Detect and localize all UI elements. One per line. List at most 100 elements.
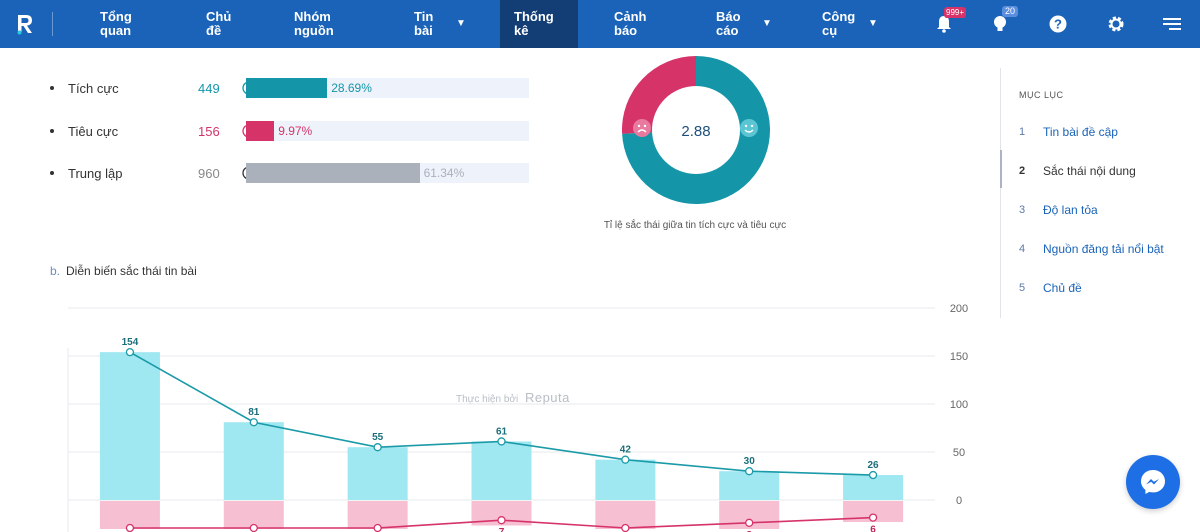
toc-num: 3 (1019, 204, 1026, 216)
toc-label: Tin bài đề cập (1043, 125, 1118, 139)
stat-percent: 28.69% (331, 81, 372, 95)
stat-bar-track: 61.34% (246, 163, 529, 183)
stat-count: 156 (198, 123, 220, 139)
stat-count: 960 (198, 165, 220, 181)
section-title: b. Diễn biến sắc thái tin bài (50, 264, 203, 278)
negative-point (373, 523, 382, 532)
nav-label: Báo cáo (716, 9, 741, 38)
nav-label: Thống kê (514, 9, 554, 38)
nav-label: Tin bài (414, 9, 434, 38)
nav-item-overview[interactable]: Tổng quan (88, 0, 168, 48)
positive-bar (719, 471, 780, 500)
nav-item-tools[interactable]: Công cụ ▼ (812, 0, 892, 48)
toc-item-sentiment[interactable]: 2 Sắc thái nội dung (1019, 164, 1136, 178)
messenger-chat-button[interactable] (1126, 455, 1180, 509)
toc-label: Chủ đề (1043, 281, 1082, 295)
stat-percent: 61.34% (423, 166, 465, 180)
svg-text:?: ? (1054, 17, 1062, 32)
y-tick-label: 150 (950, 351, 968, 363)
watermark-brand: Reputa (524, 390, 570, 405)
stat-bar-fill (246, 121, 275, 141)
stat-bar-track: 28.69% (246, 78, 529, 98)
nav-label: Chủ đề (206, 9, 232, 38)
nav-item-articles[interactable]: Tin bài ▼ (404, 0, 484, 48)
toc-item-reach[interactable]: 3 Độ lan tỏa (1019, 203, 1098, 217)
smile-icon (740, 119, 758, 137)
bullet (50, 86, 54, 90)
negative-point (621, 523, 630, 532)
reputa-logo-icon (17, 15, 32, 35)
nav-label: Tổng quan (100, 9, 132, 38)
toc-item-topics[interactable]: 5 Chủ đề (1019, 281, 1082, 295)
positive-point (745, 467, 754, 476)
toc-heading: MỤC LỤC (1019, 90, 1064, 100)
section-title-text: Diễn biến sắc thái tin bài (66, 264, 197, 278)
positive-data-label: 55 (372, 432, 384, 443)
lightbulb-icon[interactable]: 20 (988, 6, 1019, 36)
nav-item-source-groups[interactable]: Nhóm nguồn (284, 0, 364, 48)
stat-label: Tiêu cực (68, 123, 119, 139)
stat-bar-fill (246, 163, 420, 183)
table-of-contents: MỤC LỤC 1 Tin bài đề cập 2 Sắc thái nội du… (1000, 68, 1200, 318)
nav-label: Cảnh báo (614, 9, 647, 38)
y-tick-label: 100 (950, 399, 968, 411)
menu-icon[interactable] (1160, 12, 1184, 36)
stat-row-negative: Tiêu cực 156 9.97% (50, 120, 529, 142)
stat-percent: 9.97% (278, 124, 313, 138)
logo[interactable] (0, 0, 50, 48)
messenger-icon (1141, 470, 1165, 494)
bullet (50, 129, 54, 133)
frown-icon (633, 119, 651, 137)
help-icon[interactable]: ? (1046, 12, 1070, 36)
negative-data-label: 6 (870, 525, 876, 532)
toc-label: Nguồn đăng tải nổi bật (1043, 242, 1164, 256)
nav-item-reports[interactable]: Báo cáo ▼ (706, 0, 786, 48)
positive-data-label: 26 (868, 460, 880, 471)
top-nav: Tổng quan Chủ đề Nhóm nguồn Tin bài ▼ Thố… (0, 0, 1200, 48)
donut-caption: Tỉ lệ sắc thái giữa tin tích cực và tiêu… (603, 220, 787, 231)
positive-point (125, 348, 135, 357)
positive-data-label: 42 (620, 445, 632, 456)
toc-item-mentions[interactable]: 1 Tin bài đề cập (1019, 125, 1118, 139)
positive-point (497, 437, 506, 446)
watermark-prefix: Thực hiện bởi (456, 394, 519, 405)
bell-icon[interactable]: 999+ (932, 7, 967, 36)
negative-point (125, 523, 135, 532)
chevron-down-icon: ▼ (762, 18, 772, 29)
nav-label: Nhóm nguồn (294, 9, 334, 38)
positive-point (373, 443, 382, 452)
negative-point (249, 523, 258, 532)
sentiment-trend-chart: 200 150 100 50 0 154 81 55 61 42 30 26 7 8 6 (67, 303, 968, 532)
toc-num: 5 (1019, 282, 1026, 294)
toc-active-marker (1000, 150, 1002, 188)
toc-item-top-sources[interactable]: 4 Nguồn đăng tải nổi bật (1019, 242, 1164, 256)
section-prefix: b. (50, 264, 61, 278)
positive-data-label: 154 (122, 337, 139, 348)
toc-num: 4 (1019, 243, 1026, 255)
toc-num: 1 (1019, 126, 1026, 138)
toc-label: Độ lan tỏa (1043, 203, 1098, 217)
y-tick-label: 0 (956, 495, 962, 507)
toc-label: Sắc thái nội dung (1043, 164, 1136, 178)
notification-badge: 999+ (944, 7, 967, 18)
sentiment-donut-chart: 2.88 (622, 56, 770, 205)
nav-item-alerts[interactable]: Cảnh báo (604, 0, 674, 48)
positive-point (868, 470, 878, 480)
gear-icon[interactable] (1104, 12, 1128, 36)
nav-item-statistics[interactable]: Thống kê (500, 0, 578, 48)
negative-point (497, 516, 506, 525)
y-tick-label: 200 (950, 303, 968, 315)
negative-point (868, 513, 878, 522)
donut-center-value: 2.88 (681, 123, 710, 140)
positive-data-label: 81 (248, 407, 260, 418)
negative-data-label: 8 (746, 530, 752, 532)
stat-bar-track: 9.97% (246, 121, 529, 141)
stat-label: Tích cực (68, 80, 119, 96)
main-content: Tích cực 449 28.69% Tiêu cực 156 9.97% T… (0, 48, 1000, 532)
positive-bar (595, 459, 656, 500)
stat-count: 449 (198, 80, 220, 96)
nav-item-topics[interactable]: Chủ đề (196, 0, 266, 48)
bullet (50, 171, 54, 175)
messages-badge: 20 (1002, 6, 1019, 17)
stat-label: Trung lập (68, 165, 123, 181)
